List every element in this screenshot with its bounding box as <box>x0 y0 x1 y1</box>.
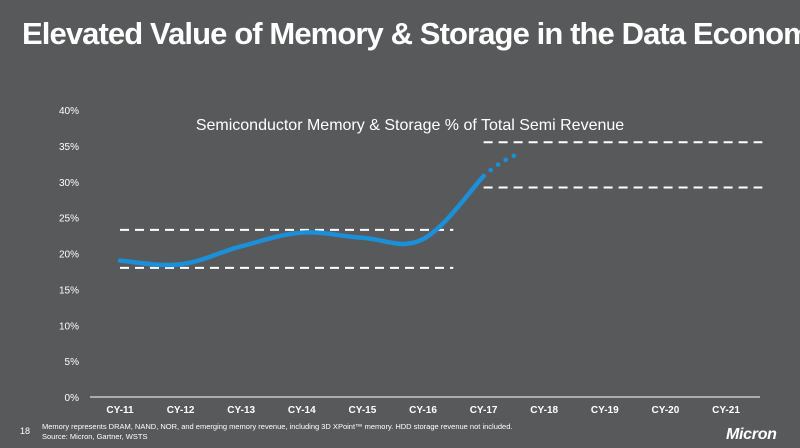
logo-text: Micron <box>726 426 777 443</box>
y-tick-label: 15% <box>59 285 79 296</box>
x-tick-label: CY-20 <box>652 405 680 416</box>
y-tick-label: 25% <box>59 214 79 225</box>
x-tick-label: CY-16 <box>409 405 437 416</box>
y-tick-label: 5% <box>65 357 80 368</box>
micron-logo: Micron <box>726 426 777 444</box>
source-note: Source: Micron, Gartner, WSTS <box>42 432 148 441</box>
x-axis: CY-11 CY-12 CY-13 CY-14 CY-15 CY-16 CY-17 CY-18… <box>90 396 760 416</box>
x-tick-label: CY-12 <box>167 405 195 416</box>
y-tick-label: 20% <box>59 250 79 261</box>
series-line-actual <box>117 173 486 268</box>
x-tick-label: CY-21 <box>712 405 740 416</box>
x-tick-label: CY-17 <box>470 405 498 416</box>
footnote-block: Memory represents DRAM, NAND, NOR, and e… <box>42 422 512 442</box>
x-tick-label: CY-13 <box>227 405 255 416</box>
series-group <box>117 150 524 268</box>
reference-bands <box>120 141 763 269</box>
x-tick-label: CY-18 <box>530 405 558 416</box>
x-tick-label: CY-14 <box>288 405 316 416</box>
x-tick-label: CY-11 <box>106 405 134 416</box>
y-tick-label: 10% <box>59 321 79 332</box>
y-tick-label: 30% <box>59 178 79 189</box>
y-tick-label: 40% <box>59 106 79 117</box>
page-number: 18 <box>20 426 31 436</box>
chart-title: Semiconductor Memory & Storage % of Tota… <box>196 117 624 134</box>
y-axis: 0% 5% 10% 15% 20% 25% 30% 35% 40% <box>59 106 79 404</box>
x-tick-label: CY-15 <box>349 405 377 416</box>
series-line-projected <box>481 150 524 179</box>
x-tick-label: CY-19 <box>591 405 619 416</box>
y-tick-label: 35% <box>59 142 79 153</box>
slide-title: Elevated Value of Memory & Storage in th… <box>22 16 800 51</box>
footnote: Memory represents DRAM, NAND, NOR, and e… <box>42 422 513 431</box>
y-tick-label: 0% <box>65 393 80 404</box>
